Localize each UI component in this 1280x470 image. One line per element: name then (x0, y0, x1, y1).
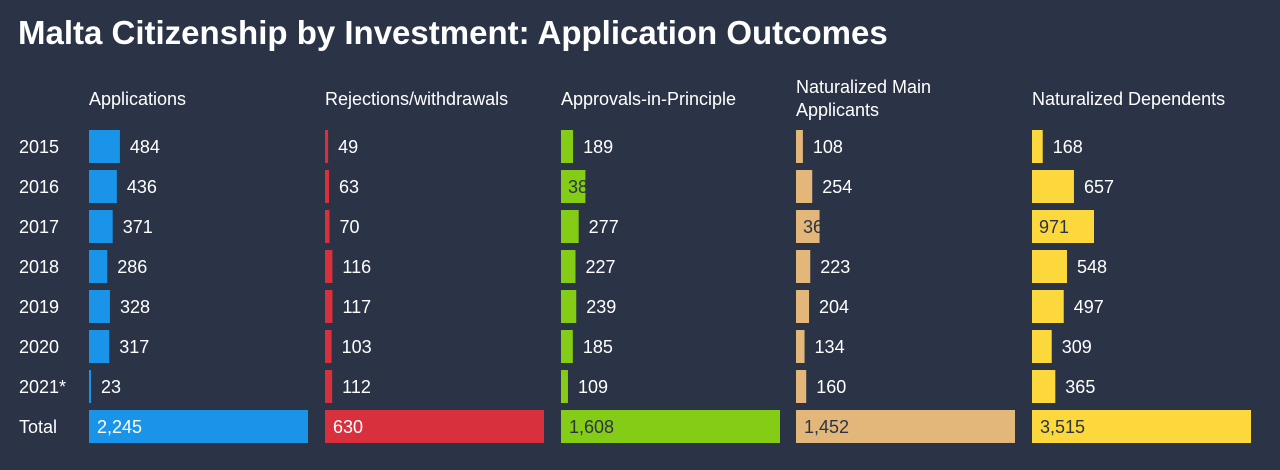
data-label: 116 (342, 257, 371, 277)
data-label: 382 (568, 177, 598, 197)
row-label-total: Total (19, 417, 57, 437)
data-label: 160 (816, 377, 846, 397)
row-label-year: 2018 (19, 257, 59, 277)
column-header: Naturalized Main (796, 77, 931, 97)
data-label-total: 2,245 (97, 417, 142, 437)
data-label: 204 (819, 297, 849, 317)
data-label: 436 (127, 177, 157, 197)
bar-naturalized-dependents (1032, 130, 1043, 163)
column-header: Applicants (796, 100, 879, 120)
data-label: 223 (820, 257, 850, 277)
data-label: 185 (583, 337, 613, 357)
row-label-year: 2015 (19, 137, 59, 157)
bar-naturalized-main-applicants (796, 210, 820, 243)
row-label-year: 2020 (19, 337, 59, 357)
bar-naturalized-main-applicants (796, 330, 805, 363)
data-label: 371 (123, 217, 153, 237)
bar-rejections-withdrawals (325, 170, 330, 203)
data-label: 365 (1065, 377, 1095, 397)
bar-approvals-in-principle (561, 130, 574, 163)
bar-applications (89, 290, 110, 323)
bar-naturalized-main-applicants (796, 370, 807, 403)
data-label-total: 1,452 (804, 417, 849, 437)
bar-approvals-in-principle (561, 250, 576, 283)
data-label: 971 (1039, 217, 1069, 237)
bar-rejections-withdrawals (325, 370, 333, 403)
data-label: 117 (342, 297, 371, 317)
data-label: 254 (822, 177, 852, 197)
data-label-total: 3,515 (1040, 417, 1085, 437)
bar-total-approvals-in-principle (561, 410, 780, 443)
data-label: 497 (1074, 297, 1104, 317)
data-label: 168 (1053, 137, 1083, 157)
row-label-year: 2017 (19, 217, 59, 237)
bar-naturalized-main-applicants (796, 290, 810, 323)
data-label: 317 (119, 337, 149, 357)
bar-naturalized-dependents (1032, 330, 1052, 363)
data-label: 657 (1084, 177, 1114, 197)
row-label-year: 2019 (19, 297, 59, 317)
column-header: Rejections/withdrawals (325, 89, 508, 109)
bar-applications (89, 170, 117, 203)
data-label: 112 (342, 377, 371, 397)
bar-applications (89, 370, 91, 403)
bar-approvals-in-principle (561, 170, 586, 203)
bar-rejections-withdrawals (325, 330, 332, 363)
data-label: 548 (1077, 257, 1107, 277)
bar-approvals-in-principle (561, 290, 577, 323)
bar-approvals-in-principle (561, 210, 579, 243)
bar-naturalized-main-applicants (796, 130, 803, 163)
bar-applications (89, 330, 110, 363)
data-label: 277 (589, 217, 619, 237)
bar-applications (89, 130, 120, 163)
column-header: Naturalized Dependents (1032, 89, 1225, 109)
bar-total-rejections-withdrawals (325, 410, 544, 443)
bar-total-naturalized-dependents (1032, 410, 1251, 443)
data-label: 239 (586, 297, 616, 317)
bar-naturalized-dependents (1032, 250, 1067, 283)
bar-naturalized-main-applicants (796, 170, 813, 203)
column-header: Approvals-in-Principle (561, 89, 736, 109)
row-label-year: 2016 (19, 177, 59, 197)
data-label: 49 (338, 137, 358, 157)
data-label: 369 (803, 217, 833, 237)
bar-total-naturalized-main-applicants (796, 410, 1015, 443)
column-header: Applications (89, 89, 186, 109)
bar-naturalized-main-applicants (796, 250, 811, 283)
data-label: 103 (342, 337, 372, 357)
bar-approvals-in-principle (561, 330, 573, 363)
data-label: 70 (339, 217, 359, 237)
data-label: 109 (578, 377, 608, 397)
bar-rejections-withdrawals (325, 210, 330, 243)
bar-applications (89, 250, 108, 283)
chart-title: Malta Citizenship by Investment: Applica… (18, 14, 888, 51)
data-label: 63 (339, 177, 359, 197)
data-label: 23 (101, 377, 121, 397)
row-label-year: 2021* (19, 377, 66, 397)
data-label-total: 630 (333, 417, 363, 437)
data-label: 108 (813, 137, 843, 157)
data-label: 328 (120, 297, 150, 317)
bar-naturalized-dependents (1032, 370, 1056, 403)
data-label: 189 (583, 137, 613, 157)
bar-approvals-in-principle (561, 370, 568, 403)
data-label: 309 (1062, 337, 1092, 357)
data-label: 227 (585, 257, 615, 277)
bar-naturalized-dependents (1032, 170, 1074, 203)
data-label: 286 (117, 257, 147, 277)
data-label-total: 1,608 (569, 417, 614, 437)
data-label: 134 (815, 337, 845, 357)
bar-rejections-withdrawals (325, 130, 329, 163)
bar-rejections-withdrawals (325, 250, 333, 283)
bar-applications (89, 210, 113, 243)
bar-rejections-withdrawals (325, 290, 333, 323)
bar-total-applications (89, 410, 308, 443)
bar-naturalized-dependents (1032, 290, 1064, 323)
data-label: 484 (130, 137, 160, 157)
bar-naturalized-dependents (1032, 210, 1094, 243)
